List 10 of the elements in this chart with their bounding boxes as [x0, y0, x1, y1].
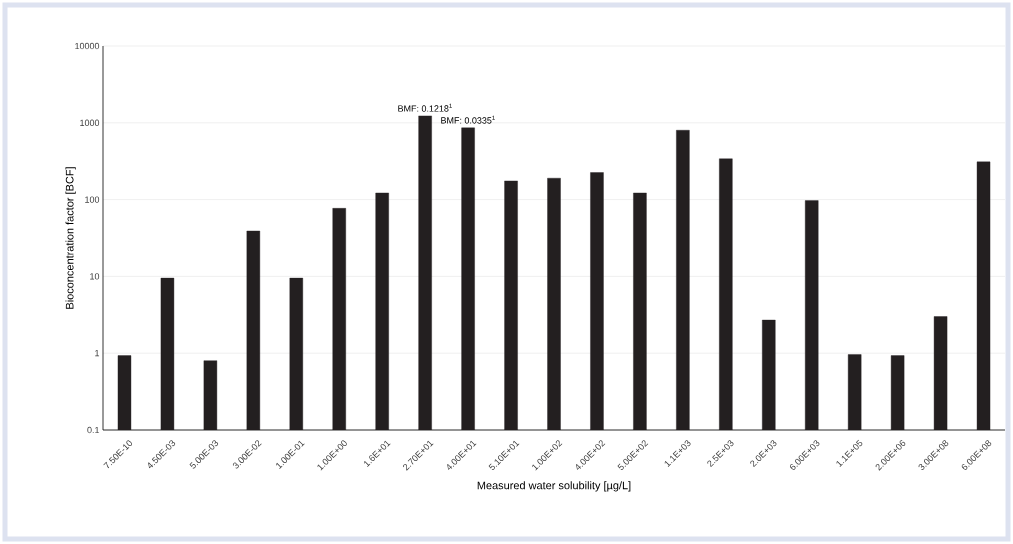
y-tick-label: 100: [85, 196, 100, 203]
y-tick-label: 10000: [75, 42, 100, 50]
y-tick-label: 10: [90, 273, 100, 280]
annotation: BMF: 0.0335$^{1}$: [441, 115, 495, 124]
annotation: BMF: 0.1218$^{1}$: [398, 103, 452, 112]
y-axis-title: Bioconcentration factor [BCF]: [65, 167, 76, 309]
y-tick-label: 1: [95, 350, 100, 357]
x-axis-title: Measured water solubility [µg/L]: [477, 481, 631, 492]
y-tick-label: 0.1: [87, 426, 100, 434]
y-tick-label: 1000: [80, 119, 100, 126]
